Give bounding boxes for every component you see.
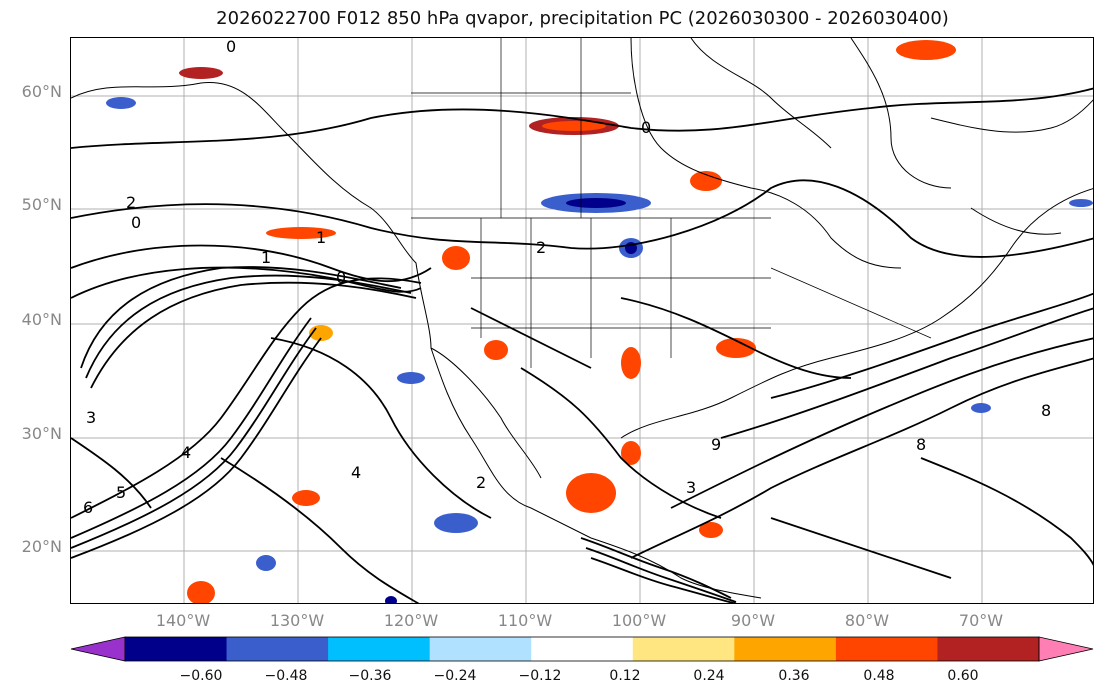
colorbar-segments [70, 636, 1094, 662]
colorbar-tick: 0.36 [778, 668, 810, 684]
colorbar-tick: −0.24 [433, 668, 477, 684]
contour-label: 3 [686, 478, 696, 497]
contour-label: 0 [131, 213, 141, 232]
colorbar-segment [632, 637, 735, 661]
qvapor-contours [71, 87, 1093, 603]
colorbar-tick: 0.12 [609, 668, 641, 684]
colorbar [70, 636, 1094, 662]
colorbar-tick: −0.60 [179, 668, 223, 684]
lat-label-60n: 60°N [21, 82, 62, 101]
colorbar-segment [531, 637, 634, 661]
lat-label-20n: 20°N [21, 537, 62, 556]
lon-label-100w: 100°W [611, 611, 667, 630]
contour-label: 3 [86, 408, 96, 427]
contour-label: 2 [126, 193, 136, 212]
colorbar-tick: 0.60 [947, 668, 979, 684]
contour-label: 4 [351, 463, 361, 482]
contour-label: 1 [316, 228, 326, 247]
contour-label: 0 [641, 118, 651, 137]
coastlines [71, 38, 1093, 599]
contour-label: 2 [476, 473, 486, 492]
graticule [71, 38, 1093, 603]
colorbar-tick: 0.48 [863, 668, 895, 684]
colorbar-segment [937, 637, 1040, 661]
lat-label-50n: 50°N [21, 195, 62, 214]
colorbar-segment [226, 637, 329, 661]
lon-label-120w: 120°W [383, 611, 439, 630]
contour-label: 1 [261, 248, 271, 267]
map-canvas: 0 0 0 1 2 0 1 2 3 4 5 6 9 8 8 3 4 2 [71, 38, 1093, 603]
lat-label-30n: 30°N [21, 424, 62, 443]
colorbar-tick: −0.36 [348, 668, 392, 684]
contour-label: 5 [116, 483, 126, 502]
colorbar-segment [835, 637, 938, 661]
lon-label-130w: 130°W [269, 611, 325, 630]
lon-label-140w: 140°W [155, 611, 211, 630]
lon-label-70w: 70°W [958, 611, 1004, 630]
precip-shading [106, 40, 1093, 603]
contour-label: 2 [536, 238, 546, 257]
colorbar-extend-high [1038, 636, 1094, 662]
colorbar-tick: −0.48 [264, 668, 308, 684]
colorbar-extend-low [70, 636, 126, 662]
contour-label: 4 [181, 443, 191, 462]
contour-label: 8 [1041, 401, 1051, 420]
map-panel: 0 0 0 1 2 0 1 2 3 4 5 6 9 8 8 3 4 2 [70, 37, 1094, 604]
colorbar-tick: −0.12 [518, 668, 562, 684]
contour-label: 6 [83, 498, 93, 517]
contour-label: 8 [916, 435, 926, 454]
contour-label-layer: 0 0 0 1 2 0 1 2 3 4 5 6 9 8 8 3 4 2 [83, 38, 1051, 517]
colorbar-segment [125, 637, 228, 661]
contour-label: 0 [226, 38, 236, 56]
lat-label-40n: 40°N [21, 310, 62, 329]
colorbar-segment [328, 637, 431, 661]
lon-label-110w: 110°W [497, 611, 553, 630]
plot-title: 2026022700 F012 850 hPa qvapor, precipit… [216, 8, 949, 29]
colorbar-segment [734, 637, 837, 661]
colorbar-tick: 0.24 [693, 668, 725, 684]
contour-label: 9 [711, 435, 721, 454]
lon-label-90w: 90°W [730, 611, 776, 630]
lon-label-80w: 80°W [844, 611, 890, 630]
colorbar-outline [124, 636, 1040, 662]
contour-label: 0 [336, 268, 346, 287]
colorbar-segment [429, 637, 532, 661]
political-borders [411, 38, 932, 368]
